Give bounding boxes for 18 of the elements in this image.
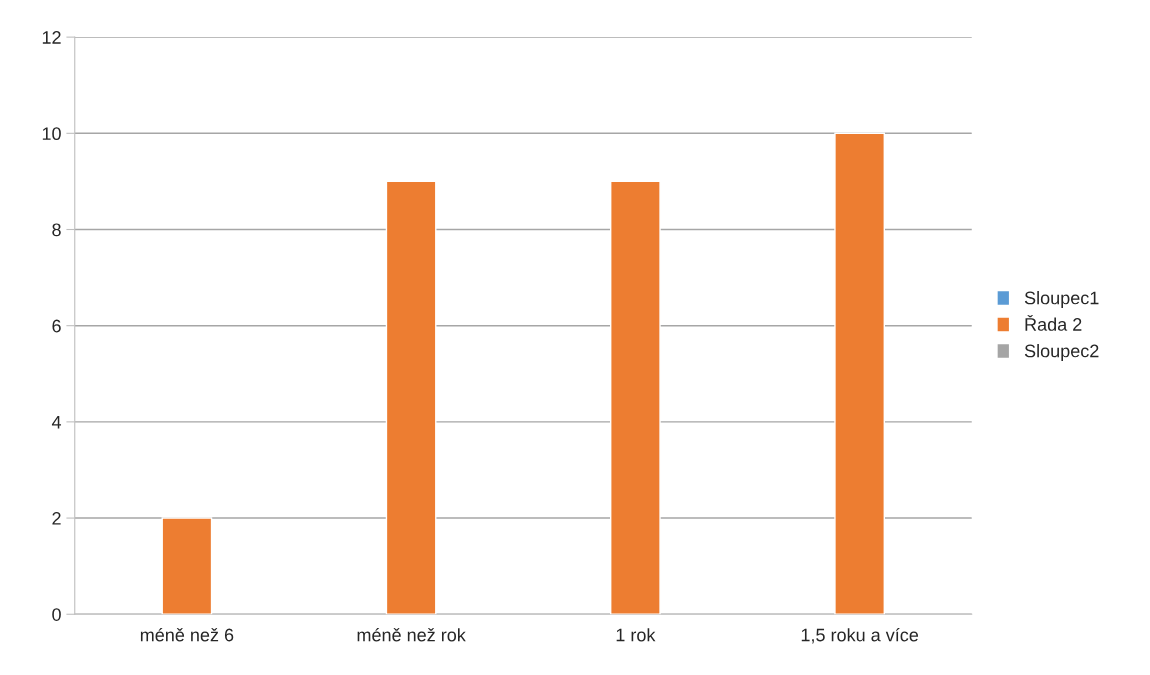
y-tick-label: 2 — [52, 512, 61, 525]
y-tick-label: 0 — [52, 608, 61, 621]
x-tick-label: 1 rok — [616, 628, 656, 642]
legend-label: Sloupec1 — [1024, 291, 1099, 308]
x-tick-label: 1,5 roku a více — [801, 627, 919, 644]
bar — [385, 180, 437, 615]
x-tick-label: méně než rok — [357, 627, 466, 642]
y-tick-label: 8 — [52, 223, 61, 237]
y-tick-label: 4 — [51, 416, 62, 429]
y-tick-label: 6 — [52, 319, 61, 333]
x-tick-label: méně než 6 — [140, 627, 234, 642]
bar — [834, 132, 885, 615]
y-tick-label: 10 — [42, 127, 61, 141]
bar — [161, 517, 213, 615]
legend-label: Řada 2 — [1025, 314, 1082, 331]
bar — [610, 180, 661, 615]
legend-label: Sloupec2 — [1024, 344, 1099, 361]
y-tick-label: 12 — [42, 31, 61, 44]
